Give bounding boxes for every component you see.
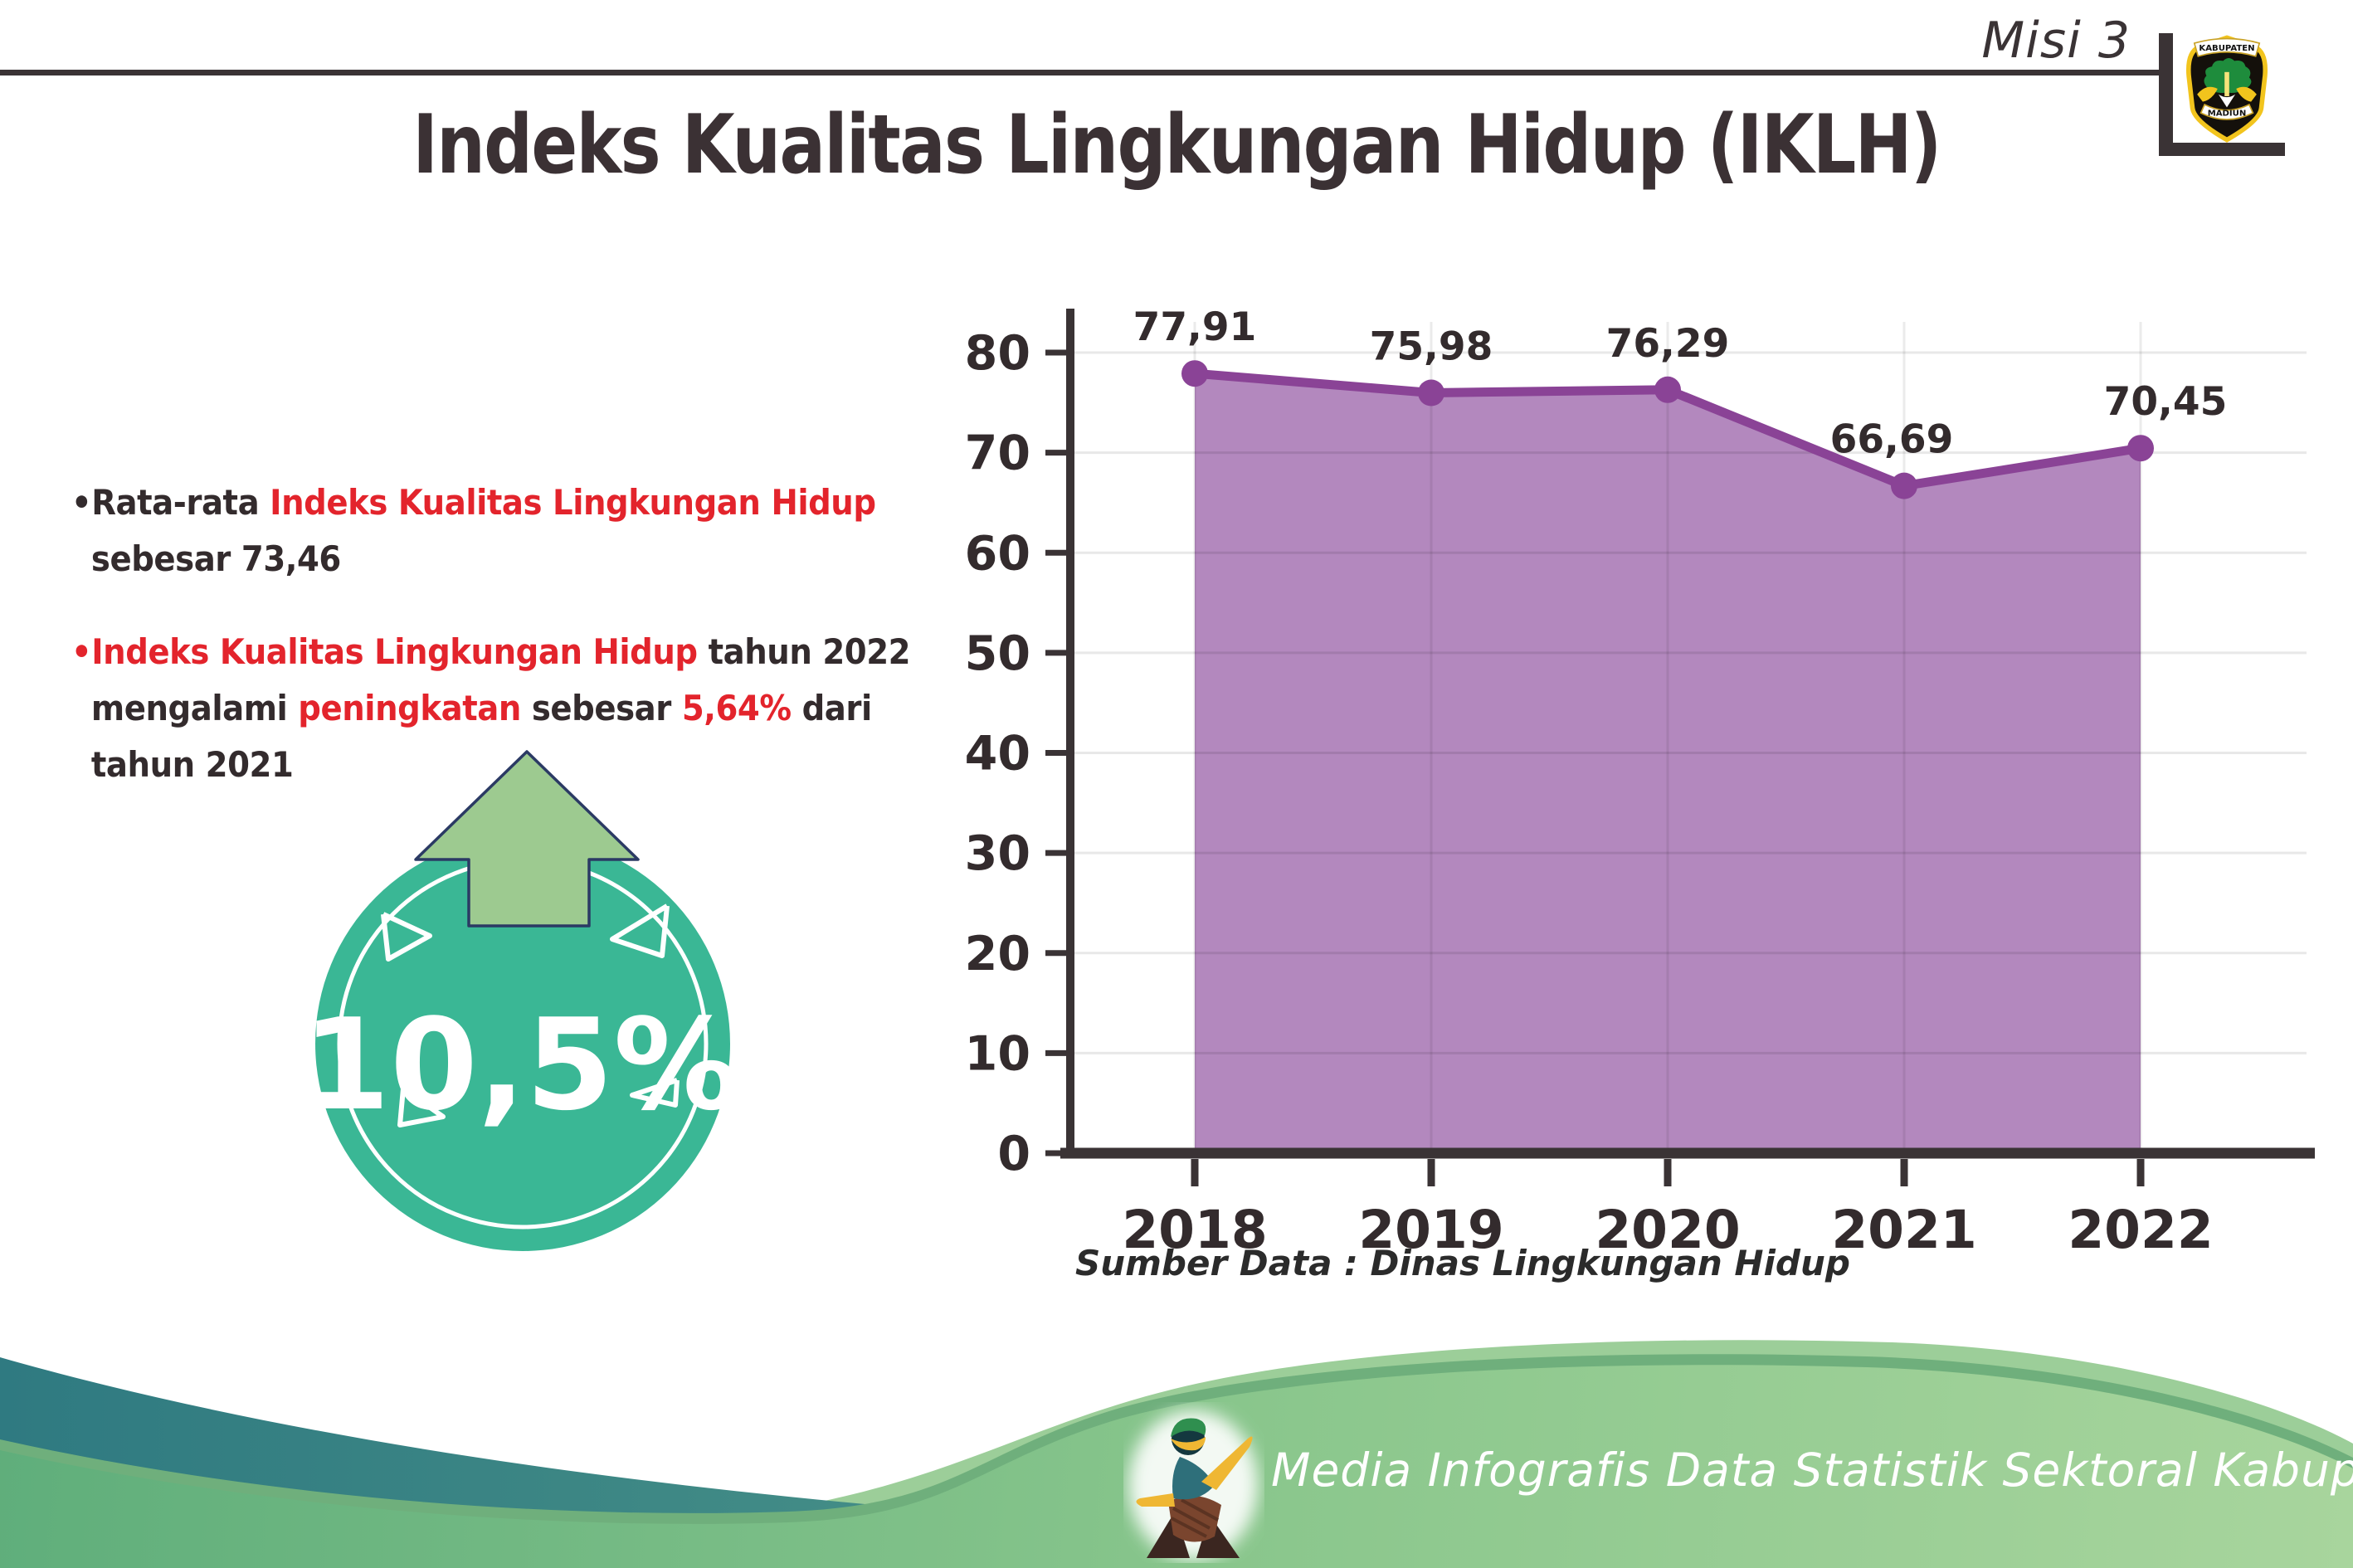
mascot-arm-raised: [1201, 1436, 1253, 1490]
x-axis-tick-label: 2022: [2068, 1200, 2213, 1260]
misi-label: Misi 3: [1981, 12, 2131, 70]
badge-spark-sw: [397, 1086, 446, 1127]
badge-spark-se: [630, 1078, 680, 1108]
logo-wing-left-icon: [2197, 86, 2218, 102]
data-point-marker: [1891, 472, 1917, 499]
y-axis-tick-label: 20: [965, 927, 1030, 981]
x-axis-tick-label: 2018: [1122, 1200, 1267, 1260]
y-axis-tick-label: 30: [965, 826, 1030, 881]
logo-corner-bracket-vertical: [2159, 33, 2173, 156]
logo-tree-trunk: [2224, 71, 2229, 96]
bullet-text-segment: mengalami: [90, 688, 299, 729]
data-point-marker: [2127, 435, 2154, 462]
bullet-item: •Rata-rata Indeks Kualitas Lingkungan Hi…: [71, 475, 972, 587]
data-point-marker: [1418, 379, 1444, 407]
increase-badge: 10,5%: [304, 750, 740, 1251]
data-point-label: 70,45: [2104, 379, 2228, 425]
chart-area-fill: [1195, 373, 2141, 1153]
logo-banner-top: [2193, 37, 2261, 57]
bullet-line: •Indeks Kualitas Lingkungan Hidup tahun …: [71, 624, 972, 680]
x-axis-tick-label: 2020: [1595, 1200, 1740, 1260]
mascot-skirt-pattern: [1171, 1498, 1219, 1538]
bullet-line: •Rata-rata Indeks Kualitas Lingkungan Hi…: [71, 475, 972, 531]
source-note: Sumber Data : Dinas Lingkungan Hidup: [1075, 1243, 1850, 1283]
bullet-line: tahun 2021: [71, 737, 972, 793]
dancer-mascot-icon: [1128, 1410, 1258, 1560]
mascot-headdress: [1171, 1418, 1206, 1437]
header-rule: [0, 70, 2161, 75]
data-point-label: 76,29: [1606, 321, 1730, 367]
bullet-item: •Indeks Kualitas Lingkungan Hidup tahun …: [71, 624, 972, 793]
badge-value: 10,5%: [304, 991, 740, 1138]
logo-banner-top-text: KABUPATEN: [2199, 44, 2254, 53]
bullet-text-segment: 5,64%: [681, 688, 792, 729]
bullet-line: mengalami peningkatan sebesar 5,64% dari: [71, 680, 972, 737]
logo-banner-bottom: [2200, 103, 2254, 120]
logo-center-emblem: [2218, 94, 2236, 108]
bullet-text-segment: sebesar: [520, 688, 682, 729]
mascot-leg-left: [1147, 1512, 1190, 1558]
bullet-text-segment: peningkatan: [298, 688, 521, 729]
footer-caption: Media Infografis Data Statistik Sektoral…: [1271, 1444, 2353, 1497]
bullet-line: sebesar 73,46: [71, 531, 972, 587]
badge-spark-ne: [610, 903, 670, 958]
bullet-text-segment: Indeks Kualitas Lingkungan Hidup: [270, 482, 876, 523]
mascot-headband: [1171, 1437, 1206, 1451]
data-point-marker: [1181, 360, 1208, 387]
bullet-text-segment: dari: [791, 688, 873, 729]
badge-spark-nw: [381, 912, 432, 962]
data-point-label: 75,98: [1370, 324, 1493, 370]
bullet-text-segment: tahun 2021: [90, 744, 294, 786]
x-axis-tick-label: 2019: [1358, 1200, 1503, 1260]
mascot-arm-left: [1136, 1493, 1175, 1507]
logo-corner-bracket-horizontal: [2159, 143, 2285, 156]
y-axis-tick-label: 0: [997, 1127, 1030, 1181]
up-arrow-icon: [414, 750, 640, 928]
y-axis-tick-label: 50: [965, 626, 1030, 681]
bullet-text-segment: tahun 2022: [697, 631, 911, 673]
bullet-text-segment: sebesar 73,46: [90, 538, 341, 580]
x-axis-tick-label: 2021: [1831, 1200, 1976, 1260]
data-point-label: 66,69: [1830, 417, 1954, 463]
kabupaten-madiun-logo: KABUPATEN MADIUN: [2185, 35, 2268, 143]
logo-wing-right-icon: [2236, 86, 2257, 102]
bullet-text-segment: •Rata-rata: [71, 482, 270, 523]
y-axis-tick-label: 80: [965, 326, 1030, 381]
bullet-list: •Rata-rata Indeks Kualitas Lingkungan Hi…: [71, 475, 972, 830]
page-title: Indeks Kualitas Lingkungan Hidup (IKLH): [412, 98, 1941, 192]
mascot-torso: [1172, 1457, 1215, 1500]
bullet-text-segment: •Indeks Kualitas Lingkungan Hidup: [71, 631, 698, 673]
data-point-label: 77,91: [1133, 304, 1257, 350]
y-axis-tick-label: 10: [965, 1026, 1030, 1081]
iklh-area-chart: 77,91 75,98 76,29 66,69 70,45 0 10 20 30 40 50 60 70…: [965, 304, 2315, 1260]
y-axis-tick-label: 60: [965, 526, 1030, 581]
y-axis-tick-label: 70: [965, 426, 1030, 481]
logo-banner-bottom-text: MADIUN: [2208, 109, 2247, 118]
y-axis-tick-label: 40: [965, 727, 1030, 782]
data-point-marker: [1654, 376, 1681, 403]
